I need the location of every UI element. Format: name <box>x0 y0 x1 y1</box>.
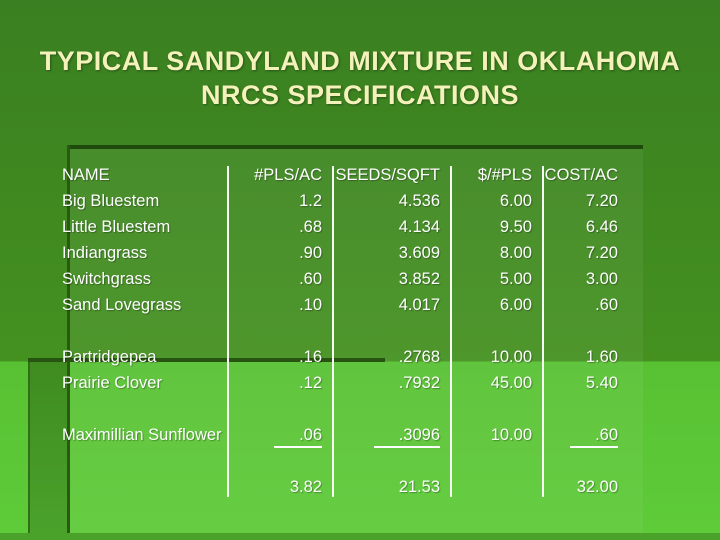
table-row: Partridgepea .16 .2768 10.00 1.60 <box>62 344 628 370</box>
column-header: #PLS/AC <box>254 166 322 184</box>
column-divider <box>332 166 334 497</box>
slide-title-line2: NRCS SPECIFICATIONS <box>200 80 520 110</box>
table-cell <box>450 318 542 344</box>
table-cell: Big Bluestem <box>62 192 160 210</box>
underlined-value: .3096 <box>373 425 440 448</box>
table-cell: 10.00 <box>490 426 532 444</box>
table-cell: Sand Lovegrass <box>62 296 182 314</box>
table-cell: Maximillian Sunflower <box>62 426 222 444</box>
table-cell: 7.20 <box>585 192 618 210</box>
table-cell: Little Bluestem <box>62 218 171 236</box>
table-row: Sand Lovegrass .10 4.017 6.00 .60 <box>62 292 628 318</box>
table-cell: .06 <box>227 422 332 448</box>
slide-title-line1: TYPICAL SANDYLAND MIXTURE IN OKLAHOMA <box>39 46 681 76</box>
table-body: Big Bluestem 1.2 4.536 6.00 7.20 Little Blues… <box>62 188 628 500</box>
table-cell: .60 <box>595 296 618 314</box>
table-cell: 7.20 <box>585 244 618 262</box>
table-header-row: NAME #PLS/AC SEEDS/SQFT $/#PLS COST/AC <box>62 162 628 188</box>
table-cell: 5.00 <box>499 270 532 288</box>
table-cell: 3.82 <box>289 478 322 496</box>
column-header: SEEDS/SQFT <box>335 166 440 184</box>
table-cell: Partridgepea <box>62 348 157 366</box>
table-cell: .12 <box>299 374 322 392</box>
table-cell <box>62 318 227 344</box>
table-cell: .60 <box>542 422 628 448</box>
table-cell <box>62 474 227 500</box>
column-divider <box>227 166 229 497</box>
table-cell <box>450 448 542 474</box>
table-cell <box>542 448 628 474</box>
table-cell <box>332 448 450 474</box>
column-header: COST/AC <box>544 166 618 184</box>
table-cell: 4.536 <box>398 192 440 210</box>
table-cell: Switchgrass <box>62 270 151 288</box>
table-cell: Prairie Clover <box>62 374 162 392</box>
table-cell: .2768 <box>398 348 440 366</box>
table-cell: 6.46 <box>585 218 618 236</box>
table-cell: 6.00 <box>499 192 532 210</box>
table-row: Little Bluestem .68 4.134 9.50 6.46 <box>62 214 628 240</box>
table-cell <box>332 318 450 344</box>
table-cell: 32.00 <box>576 478 618 496</box>
table-cell: 1.2 <box>299 192 322 210</box>
underlined-value: .06 <box>274 425 322 448</box>
table-cell: .3096 <box>332 422 450 448</box>
table-cell: 21.53 <box>398 478 440 496</box>
table-cell <box>542 318 628 344</box>
table-row: Switchgrass .60 3.852 5.00 3.00 <box>62 266 628 292</box>
table-cell: 45.00 <box>490 374 532 392</box>
table-cell <box>62 396 227 422</box>
table-cell: 3.00 <box>585 270 618 288</box>
table-cell <box>450 396 542 422</box>
panel-left-shadow-edge <box>67 145 70 533</box>
table-cell: .10 <box>299 296 322 314</box>
table-row: Maximillian Sunflower .06 .3096 10.00 .60 <box>62 422 628 448</box>
table-cell: 8.00 <box>499 244 532 262</box>
table-cell: 3.609 <box>398 244 440 262</box>
table-row: 3.82 21.53 32.00 <box>62 474 628 500</box>
table-cell: .16 <box>299 348 322 366</box>
slide-title: TYPICAL SANDYLAND MIXTURE IN OKLAHOMA NR… <box>0 44 720 112</box>
underlined-value: .60 <box>570 425 618 448</box>
table-cell: 6.00 <box>499 296 532 314</box>
table-cell: 3.852 <box>398 270 440 288</box>
column-header: $/#PLS <box>477 166 532 184</box>
table-cell: 1.60 <box>585 348 618 366</box>
table-cell <box>62 448 227 474</box>
table-cell: 10.00 <box>490 348 532 366</box>
table-cell: 4.017 <box>398 296 440 314</box>
column-divider <box>542 166 544 497</box>
table-cell: .7932 <box>398 374 440 392</box>
table-cell: Indiangrass <box>62 244 148 262</box>
seed-mixture-table: NAME #PLS/AC SEEDS/SQFT $/#PLS COST/AC Big B… <box>62 162 628 500</box>
content-panel <box>70 149 643 533</box>
left-accent-bar <box>28 362 67 533</box>
table-cell <box>227 318 332 344</box>
table-cell: .60 <box>299 270 322 288</box>
table-cell <box>227 396 332 422</box>
column-header: NAME <box>62 166 110 184</box>
table-cell: .68 <box>299 218 322 236</box>
table-cell: 4.134 <box>398 218 440 236</box>
table-cell <box>227 448 332 474</box>
horizontal-accent-line <box>28 358 385 362</box>
table-row: Big Bluestem 1.2 4.536 6.00 7.20 <box>62 188 628 214</box>
table-cell <box>542 396 628 422</box>
column-divider <box>450 166 452 497</box>
table-cell: 9.50 <box>499 218 532 236</box>
table-cell: 5.40 <box>585 374 618 392</box>
table-row: Prairie Clover .12 .7932 45.00 5.40 <box>62 370 628 396</box>
table-row: Indiangrass .90 3.609 8.00 7.20 <box>62 240 628 266</box>
table-cell <box>450 474 542 500</box>
table-cell <box>332 396 450 422</box>
panel-top-shadow-edge <box>67 145 643 149</box>
table-cell: .90 <box>299 244 322 262</box>
